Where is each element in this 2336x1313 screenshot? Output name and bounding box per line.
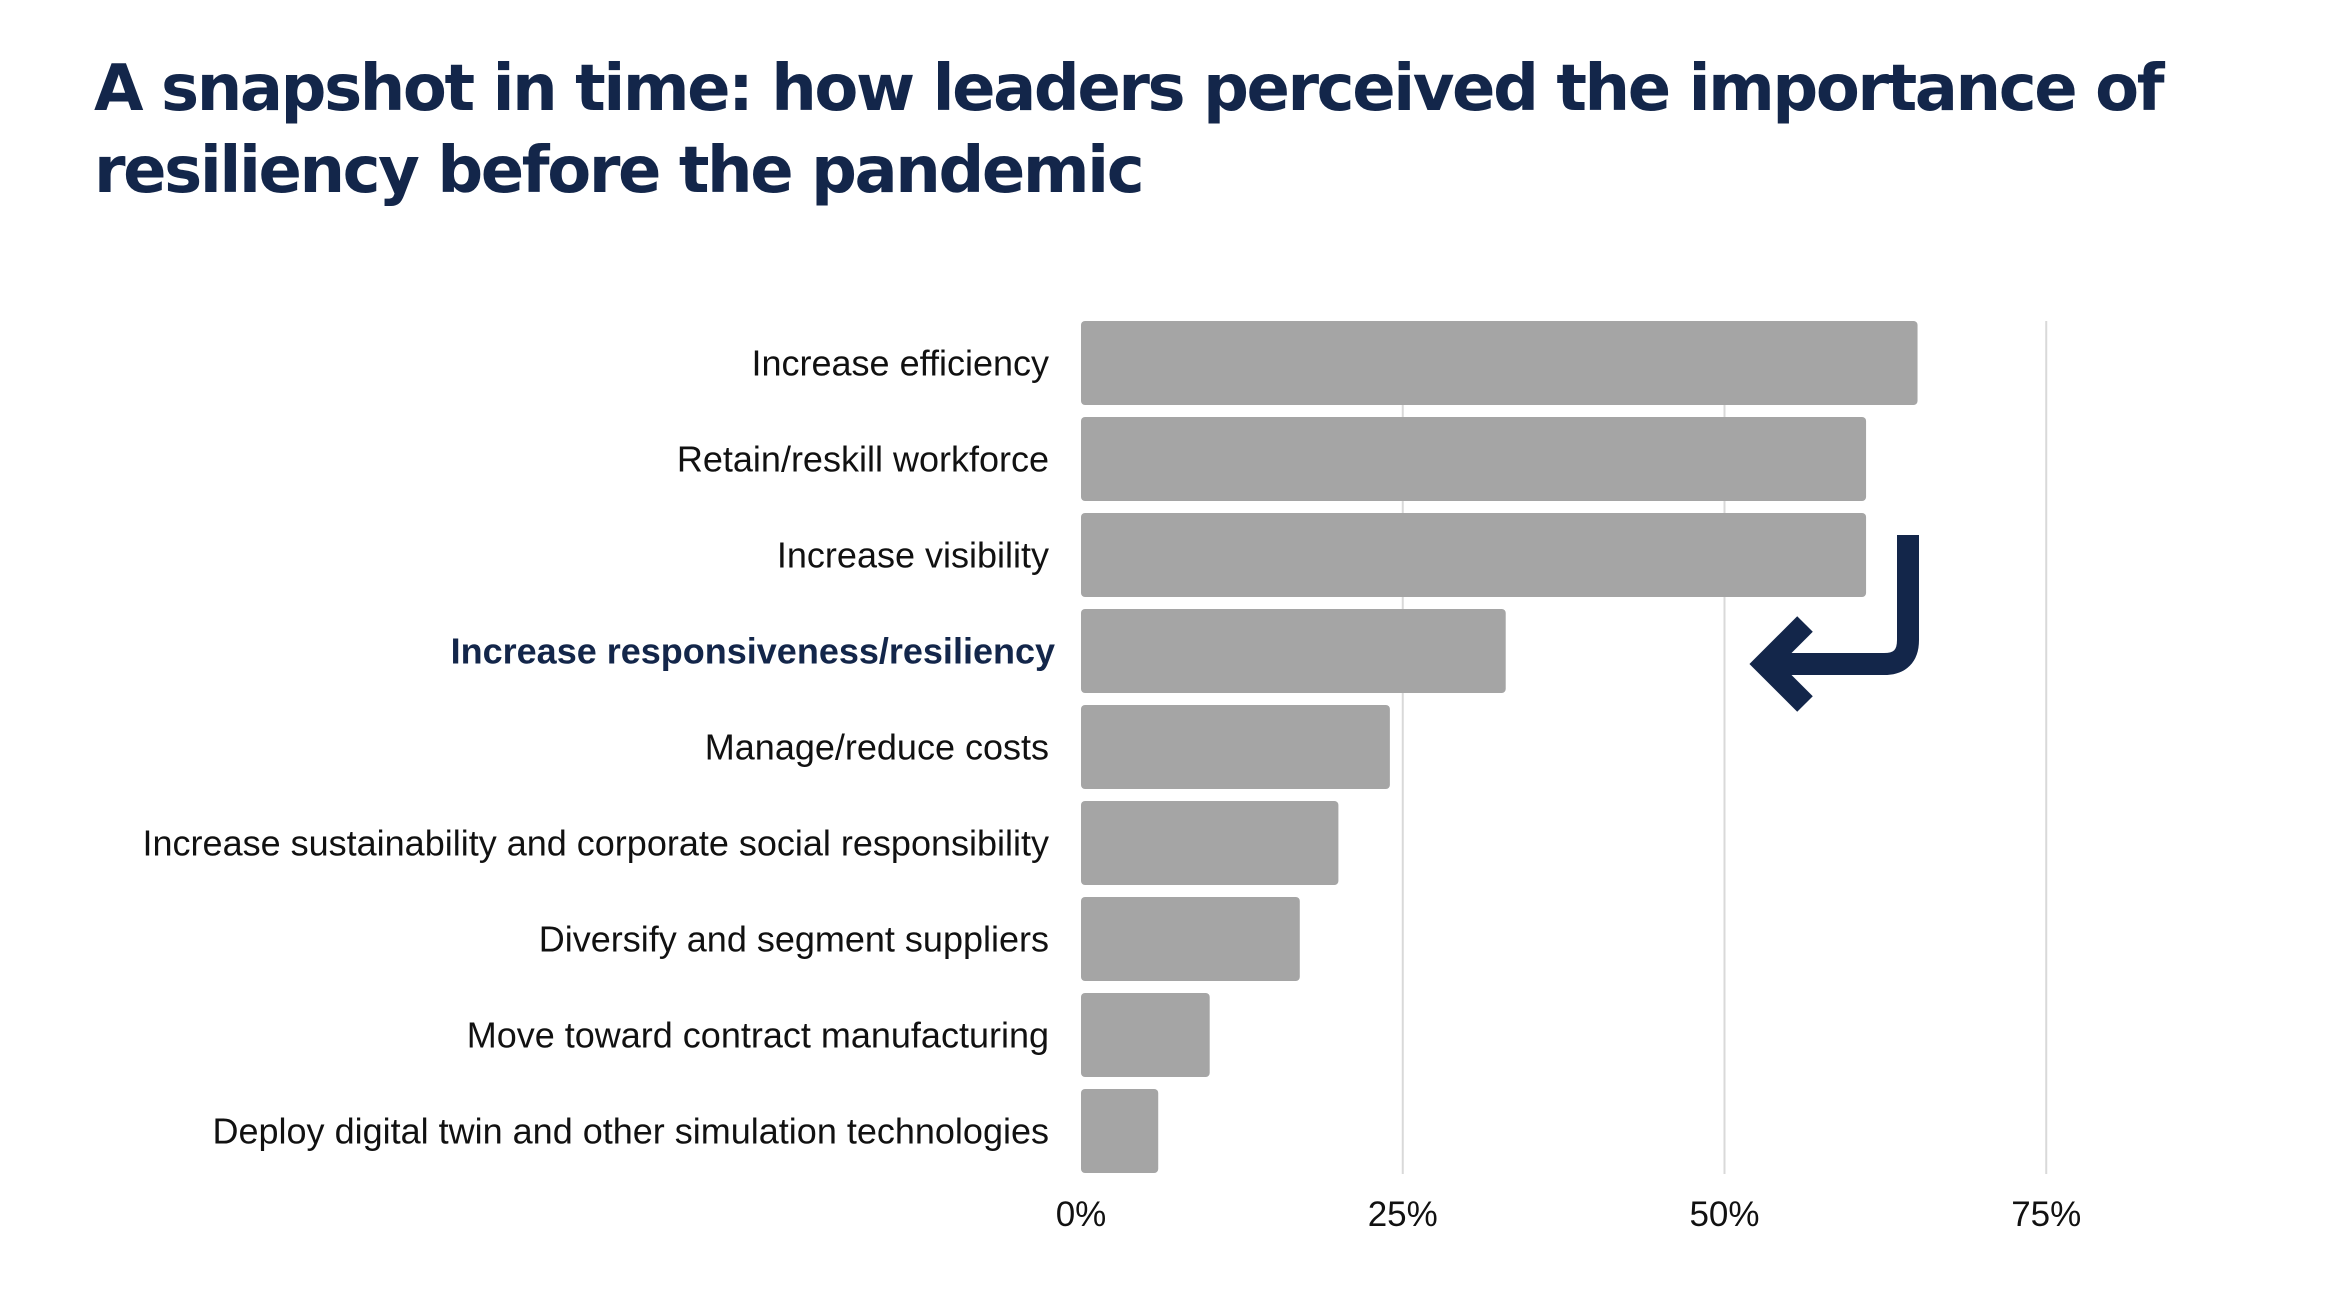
category-label-highlighted: Increase responsiveness/resiliency — [451, 631, 1055, 672]
category-label: Diversify and segment suppliers — [539, 919, 1049, 960]
bar — [1081, 609, 1506, 693]
x-tick-label: 75% — [2011, 1195, 2081, 1234]
bar — [1081, 1089, 1159, 1173]
chart-title-line-2: resiliency before the pandemic — [94, 134, 1145, 208]
bars — [1081, 321, 1918, 1173]
x-axis-ticks: 0% 25% 50% 75% — [1056, 1195, 2082, 1234]
category-label: Deploy digital twin and other simulation… — [213, 1111, 1050, 1152]
category-label: Increase sustainability and corporate so… — [143, 823, 1049, 864]
category-label: Retain/reskill workforce — [677, 439, 1049, 480]
category-label: Increase visibility — [777, 535, 1049, 576]
category-labels: Increase efficiency Retain/reskill workfo… — [143, 343, 1055, 1152]
chart-title-line-1: A snapshot in time: how leaders perceive… — [94, 52, 2165, 126]
category-label: Increase efficiency — [752, 343, 1050, 384]
bar — [1081, 417, 1867, 501]
bar — [1081, 513, 1867, 597]
bar — [1081, 705, 1390, 789]
x-tick-label: 50% — [1689, 1195, 1759, 1234]
x-tick-label: 25% — [1368, 1195, 1438, 1234]
bar — [1081, 321, 1918, 405]
x-tick-label: 0% — [1056, 1195, 1107, 1234]
category-label: Move toward contract manufacturing — [467, 1015, 1049, 1056]
bar — [1081, 993, 1210, 1077]
bar — [1081, 897, 1300, 981]
category-label: Manage/reduce costs — [705, 727, 1049, 768]
chart-title: A snapshot in time: how leaders perceive… — [94, 48, 2244, 212]
bar — [1081, 801, 1339, 885]
return-arrow-icon — [1749, 535, 1919, 712]
